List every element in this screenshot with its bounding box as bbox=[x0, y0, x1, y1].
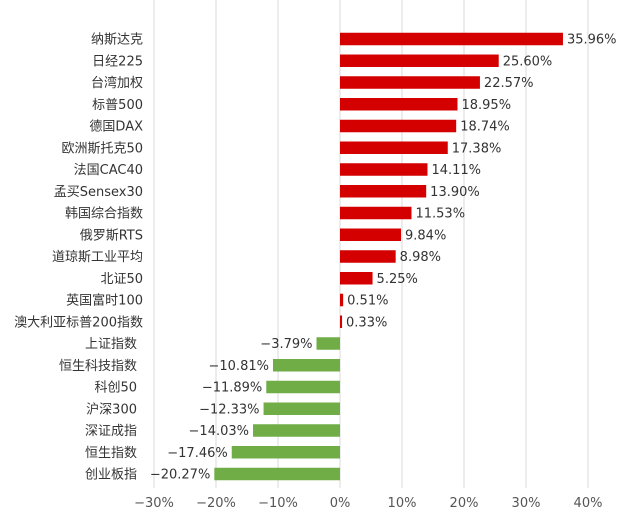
category-label: 深证成指 bbox=[85, 424, 137, 439]
bar bbox=[316, 337, 340, 350]
data-label: −17.46% bbox=[167, 446, 227, 461]
bar bbox=[266, 380, 340, 394]
data-label: −14.03% bbox=[189, 424, 249, 439]
data-label: −10.81% bbox=[209, 359, 269, 374]
category-label: 台湾加权 bbox=[91, 75, 143, 91]
category-label: 欧洲斯托克50 bbox=[61, 141, 143, 156]
bar bbox=[340, 98, 458, 111]
bar bbox=[263, 402, 340, 415]
data-label: 14.11% bbox=[431, 163, 481, 178]
category-label: 恒生科技指数 bbox=[59, 359, 137, 374]
bar bbox=[214, 467, 340, 481]
x-tick-label: −10% bbox=[258, 496, 298, 511]
category-label: 日经225 bbox=[92, 54, 143, 69]
bar bbox=[340, 315, 343, 328]
category-label: 澳大利亚标普200指数 bbox=[14, 314, 143, 330]
category-label: 北证50 bbox=[100, 272, 143, 287]
bar bbox=[340, 206, 412, 220]
x-tick-label: 30% bbox=[512, 496, 541, 511]
category-label: 标普500 bbox=[92, 98, 143, 113]
bar bbox=[231, 446, 340, 459]
category-label: 韩国综合指数 bbox=[65, 207, 143, 222]
x-tick-label: 0% bbox=[330, 496, 351, 511]
bar bbox=[272, 359, 340, 372]
data-label: 11.53% bbox=[415, 207, 465, 222]
data-label: 0.51% bbox=[347, 294, 388, 309]
data-label: 35.96% bbox=[567, 33, 617, 48]
bar bbox=[340, 76, 480, 89]
data-label: 13.90% bbox=[430, 185, 480, 200]
category-label: 创业板指 bbox=[85, 468, 137, 483]
data-label: 17.38% bbox=[452, 141, 502, 156]
category-label: 恒生指数 bbox=[85, 446, 137, 461]
data-label: −3.79% bbox=[260, 337, 312, 352]
x-tick-label: −20% bbox=[196, 496, 236, 511]
data-label: 0.33% bbox=[346, 315, 387, 330]
category-label: 纳斯达克 bbox=[91, 33, 143, 48]
x-tick-label: 20% bbox=[450, 496, 479, 511]
data-label: −20.27% bbox=[150, 468, 210, 483]
bar bbox=[340, 272, 373, 285]
bar bbox=[340, 54, 499, 67]
data-label: 9.84% bbox=[405, 228, 446, 243]
bar bbox=[340, 293, 344, 307]
category-label: 法国CAC40 bbox=[74, 163, 143, 178]
bar bbox=[340, 32, 563, 46]
category-label: 德国DAX bbox=[89, 120, 143, 135]
bar bbox=[340, 250, 396, 263]
category-label: 沪深300 bbox=[86, 401, 137, 417]
value-labels: 35.96% 25.60% 22.57% 18.95% 18.74% 17.38% 14.1… bbox=[150, 33, 617, 483]
data-label: 5.25% bbox=[377, 272, 418, 287]
x-axis-tick-labels: −30% −20% −10% 0% 10% 20% 30% 40% bbox=[134, 496, 602, 511]
data-label: 25.60% bbox=[503, 54, 553, 69]
x-tick-label: 40% bbox=[574, 496, 603, 511]
data-label: −12.33% bbox=[199, 402, 259, 417]
bar bbox=[340, 141, 448, 154]
bar bbox=[253, 424, 340, 437]
data-label: −11.89% bbox=[202, 381, 262, 396]
bars bbox=[214, 32, 563, 481]
data-label: 8.98% bbox=[400, 250, 441, 265]
x-tick-label: 10% bbox=[388, 496, 417, 511]
category-label: 俄罗斯RTS bbox=[80, 228, 143, 243]
bar bbox=[340, 228, 402, 241]
category-label: 上证指数 bbox=[85, 337, 137, 352]
x-tick-label: −30% bbox=[134, 496, 174, 511]
data-label: 18.95% bbox=[461, 98, 511, 113]
bar bbox=[340, 185, 427, 198]
category-label: 孟买Sensex30 bbox=[54, 185, 143, 200]
category-label: 英国富时100 bbox=[66, 293, 143, 309]
data-label: 18.74% bbox=[460, 120, 510, 135]
category-label: 道琼斯工业平均 bbox=[52, 250, 143, 265]
data-label: 22.57% bbox=[484, 76, 534, 91]
bar bbox=[340, 119, 457, 133]
bar bbox=[340, 163, 428, 176]
category-label: 科创50 bbox=[94, 381, 137, 396]
